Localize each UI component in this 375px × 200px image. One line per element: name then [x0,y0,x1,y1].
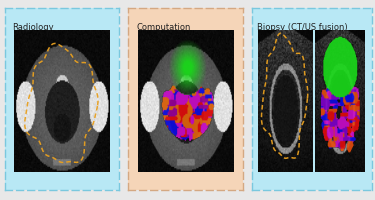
Text: Radiology: Radiology [12,23,54,32]
Text: Biopsy (CT/US fusion): Biopsy (CT/US fusion) [257,23,347,32]
Text: Computation: Computation [136,23,190,32]
